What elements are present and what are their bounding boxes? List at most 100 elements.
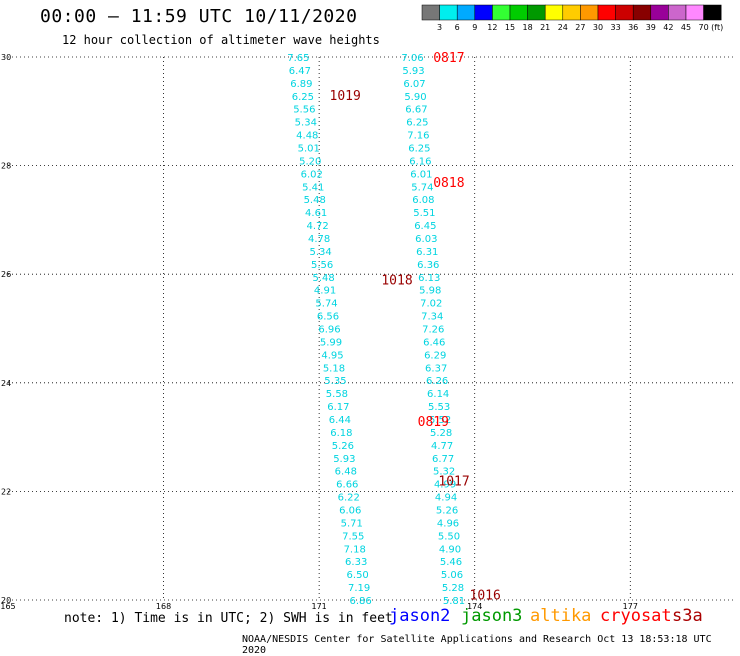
wave-height-value: 5.01 [298,144,320,155]
wave-height-value: 6.13 [418,273,440,284]
wave-height-value: 5.53 [428,402,450,413]
colorbar-label: 24 [558,23,568,32]
wave-height-value: 6.67 [405,105,427,116]
wave-height-value: 5.93 [402,66,424,77]
colorbar-swatch [456,4,476,21]
wave-height-value: 6.44 [329,415,351,426]
colorbar-swatch [509,4,528,21]
colorbar-label: 9 [472,23,477,32]
colorbar-label: 36 [628,23,638,32]
y-tick-label: 26 [1,270,11,279]
colorbar-swatch [632,4,652,21]
wave-height-value: 5.71 [341,518,363,529]
satellite-legend-altika: altika [530,606,592,626]
wave-height-value: 4.96 [437,518,459,529]
pass-time-label: 0818 [433,176,464,191]
pass-labels: 0817 1019 0818 1018 0819 1017 1016 [330,51,501,604]
wave-height-value: 6.25 [406,118,428,129]
wave-height-value: 4.95 [321,350,343,361]
wave-height-value: 4.61 [305,208,327,219]
wave-height-value: 5.32 [433,467,455,478]
colorbar-swatch [439,4,458,21]
colorbar-swatch [703,4,722,21]
colorbar-swatch [421,4,440,21]
wave-height-value: 5.51 [413,208,435,219]
wave-height-value: 6.50 [347,570,369,581]
colorbar-swatch [650,4,669,21]
wave-height-value: 4.99 [434,480,456,491]
wave-height-value: 6.56 [317,312,339,323]
wave-height-value: 7.19 [348,583,370,594]
wave-height-value: 5.20 [299,156,321,167]
wave-height-value: 5.56 [311,260,333,271]
colorbar-swatch [668,4,687,21]
wave-height-value: 6.02 [301,169,323,180]
colorbar-label: 27 [575,23,585,32]
wave-height-value: 5.34 [295,118,317,129]
wave-height-value: 6.45 [414,221,436,232]
pass-time-label: 1018 [381,274,412,289]
wave-height-value: 4.77 [431,441,453,452]
chart-grid [8,56,734,601]
wave-height-value: 6.96 [318,325,340,336]
wave-height-value: 6.86 [349,596,371,607]
wave-height-value: 5.46 [440,557,462,568]
wave-height-value: 6.01 [410,169,432,180]
wave-height-value: 6.36 [417,260,439,271]
pass-time-label: 1017 [438,475,469,490]
satellite-legend-jason3: jason3 [461,606,523,626]
wave-height-value: 6.33 [345,557,367,568]
wave-height-value: 6.16 [409,156,431,167]
y-tick-label: 20 [1,596,11,605]
wave-height-value: 6.46 [423,337,445,348]
wave-height-value: 4.91 [314,286,336,297]
wave-height-value: 6.08 [412,195,434,206]
colorbar-label: 3 [437,23,442,32]
wave-height-value: 5.48 [312,273,334,284]
track-values: 7.65 6.47 6.89 6.25 5.56 5.34 4.48 5.015.20 6.02… [287,53,465,607]
wave-height-value: 7.02 [420,299,442,310]
wave-height-value: 4.78 [308,234,330,245]
wave-height-value: 6.25 [292,92,314,103]
wave-height-value: 5.48 [304,195,326,206]
colorbar-swatch [544,4,564,21]
y-tick-label: 28 [1,162,11,171]
wave-height-value: 5.34 [309,247,331,258]
colorbar-label: 42 [663,23,673,32]
footer-credit: NOAA/NESDIS Center for Satellite Applica… [242,634,712,656]
colorbar-swatch [580,4,599,21]
colorbar-label: 21 [540,23,550,32]
wave-height-value: 5.06 [441,570,463,581]
wave-height-value: 7.55 [342,531,364,542]
wave-height-value: 5.99 [320,337,342,348]
wave-height-value: 6.07 [403,79,425,90]
colorbar-label: 33 [611,23,621,32]
colorbar-unit: (ft) [711,23,723,32]
wave-height-value: 5.18 [323,363,345,374]
satellite-legend-jason2: jason2 [389,606,451,626]
wave-height-value: 5.28 [442,583,464,594]
wave-height-value: 6.77 [432,454,454,465]
colorbar-swatch [527,4,546,21]
colorbar-label: 12 [487,23,497,32]
y-tick-label: 24 [1,379,11,388]
wave-height-value: 5.74 [315,299,337,310]
wave-height-value: 4.72 [307,221,329,232]
wave-height-value: 6.14 [427,389,449,400]
pass-time-label: 0819 [418,415,449,430]
x-tick-label: 165 [0,602,15,611]
pass-time-label: 1019 [330,89,361,104]
wave-height-value: 6.47 [289,66,311,77]
x-tick-label: 171 [312,602,327,611]
colorbar-label: 70 [699,23,709,32]
wave-height-value: 7.18 [344,544,366,555]
wave-height-value: 6.06 [339,506,361,517]
wave-height-value: 5.26 [332,441,354,452]
colorbar-swatch [597,4,616,21]
wave-height-value: 7.65 [287,53,309,64]
colorbar-label: 45 [681,23,691,32]
wave-height-value: 6.48 [335,467,357,478]
colorbar-swatch [562,4,581,21]
x-tick-label: 168 [156,602,171,611]
y-tick-label: 22 [1,487,11,496]
